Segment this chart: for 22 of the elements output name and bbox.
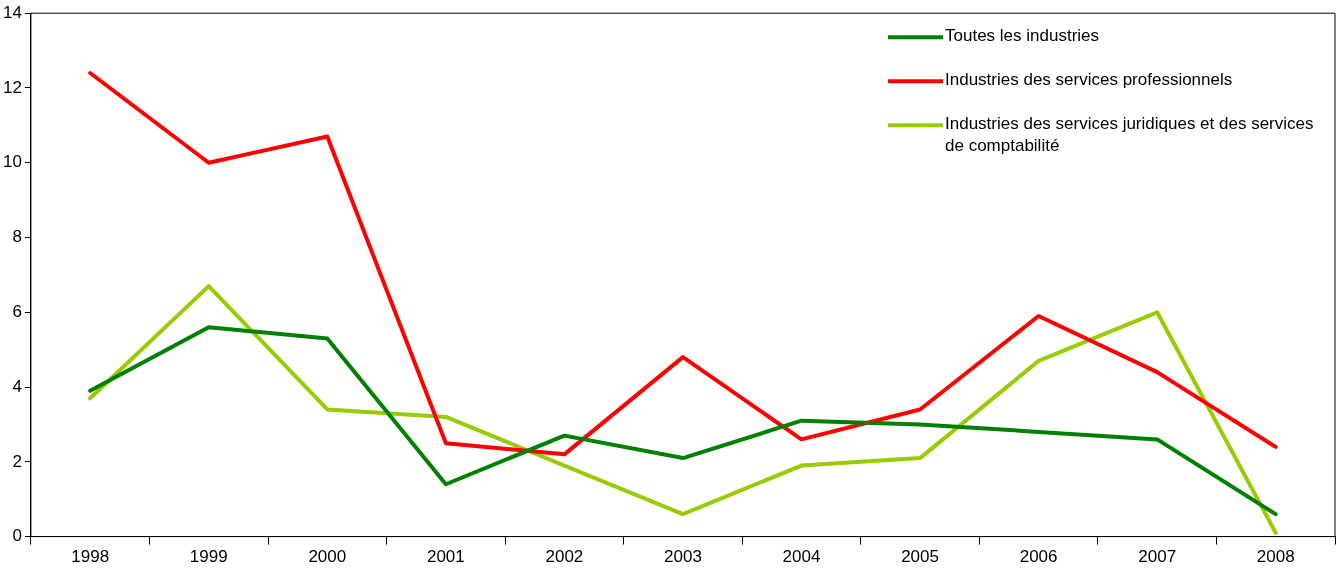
x-tick-label: 2003 <box>664 547 702 567</box>
x-tick-label: 1998 <box>71 547 110 567</box>
x-tick-label: 2000 <box>308 547 347 567</box>
x-tick-label: 1999 <box>189 547 228 567</box>
x-tick-label: 2006 <box>1019 547 1058 567</box>
x-tick-label: 2005 <box>901 547 939 567</box>
x-tick-label: 2002 <box>545 547 584 567</box>
y-tick-label: 14 <box>2 2 22 22</box>
x-tick-label: 2007 <box>1138 547 1177 567</box>
y-tick-label: 0 <box>12 526 22 546</box>
y-tick-label: 12 <box>2 77 22 97</box>
x-tick-label: 2004 <box>782 547 821 567</box>
y-tick-label: 6 <box>12 301 22 321</box>
x-tick-label: 2001 <box>426 547 465 567</box>
legend-label: Industries des services professionnels <box>945 69 1233 89</box>
y-tick-label: 4 <box>12 376 22 396</box>
x-tick-label: 2008 <box>1256 547 1295 567</box>
legend-label: Toutes les industries <box>945 25 1100 45</box>
y-tick-label: 8 <box>12 227 22 247</box>
y-tick-label: 2 <box>12 451 22 471</box>
legend-label: Industries des services juridiques et des services de comptabilité <box>945 113 1314 155</box>
y-tick-label: 10 <box>2 152 22 172</box>
